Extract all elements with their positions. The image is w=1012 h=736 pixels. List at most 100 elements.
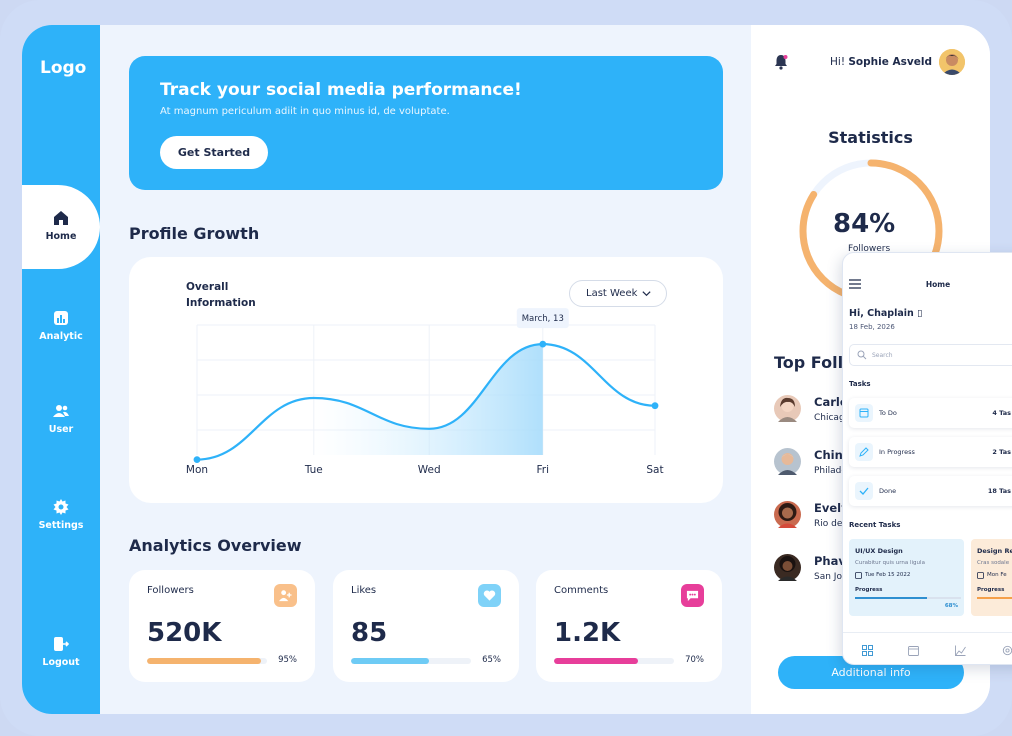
follower-location: Rio de — [814, 519, 843, 529]
recent-task-progress-track — [855, 597, 961, 599]
user-icon — [53, 405, 69, 417]
data-point-fri[interactable] — [539, 340, 547, 348]
gear-icon[interactable] — [1002, 645, 1012, 656]
top-followers-title: Top Follo — [774, 353, 855, 372]
search-placeholder: Search — [872, 351, 893, 359]
recent-task-subtitle: Cras sodale — [977, 560, 1010, 566]
task-row-in-progress[interactable]: In Progress 2 Tas — [849, 437, 1012, 467]
user-name: Sophie Asveld — [848, 56, 932, 68]
follower-name: Evely — [814, 501, 849, 515]
active-nav-indicator — [22, 185, 100, 269]
stat-value: 520K — [147, 618, 222, 648]
recent-task-title: Design Re — [977, 547, 1012, 555]
calendar-icon[interactable] — [908, 645, 919, 656]
sidebar-item-label: Analytic — [39, 331, 83, 342]
x-tick-label: Tue — [304, 464, 323, 476]
grid-icon[interactable] — [862, 645, 873, 656]
task-count: 18 Tas — [987, 487, 1011, 495]
chart-tooltip: March, 13 — [516, 308, 569, 329]
svg-text:March, 13: March, 13 — [522, 314, 564, 324]
avatar[interactable] — [939, 49, 965, 75]
ring-label: Followers — [848, 244, 891, 254]
recent-task-progress-fill — [977, 597, 1012, 599]
heart-icon — [478, 584, 501, 607]
ring-value: 84% — [833, 209, 896, 239]
chart-icon[interactable] — [955, 645, 966, 656]
highlight-area — [313, 344, 543, 455]
task-label: Done — [879, 487, 897, 495]
task-count: 2 Tas — [992, 448, 1011, 456]
task-count: 4 Tas — [992, 409, 1011, 417]
calendar-icon — [855, 572, 862, 579]
period-dropdown[interactable]: Last Week — [569, 280, 667, 307]
stat-value: 85 — [351, 618, 388, 648]
stat-progress-fill — [147, 658, 261, 664]
sidebar-item-logout[interactable]: Logout — [22, 636, 100, 668]
stat-percent: 70% — [685, 655, 704, 665]
analytics-overview-title: Analytics Overview — [129, 536, 302, 555]
sidebar-item-analytic[interactable]: Analytic — [22, 310, 100, 342]
mobile-header-title: Home — [925, 280, 951, 289]
get-started-button[interactable]: Get Started — [160, 136, 268, 169]
tasks-title: Tasks — [849, 380, 871, 388]
menu-icon[interactable] — [849, 279, 861, 289]
recent-task-progress-fill — [855, 597, 928, 599]
sidebar-item-settings[interactable]: Settings — [22, 499, 100, 531]
data-point-sat[interactable] — [651, 402, 659, 410]
followers-card: Followers 520K 95% — [129, 570, 315, 682]
recent-task-progress-label: Progress — [977, 587, 1005, 593]
follower-name: Carlo — [814, 395, 848, 409]
recent-task-title: UI/UX Design — [855, 547, 903, 555]
stat-percent: 95% — [278, 655, 297, 665]
logo: Logo — [40, 58, 87, 78]
x-tick-label: Mon — [186, 464, 208, 476]
hero-title: Track your social media performance! — [160, 80, 522, 100]
sidebar-item-label: Logout — [42, 657, 80, 668]
calendar-icon — [977, 572, 984, 579]
sidebar-item-label: Home — [45, 231, 77, 242]
user-greeting: Hi! Sophie Asveld — [830, 56, 932, 68]
sidebar-item-label: Settings — [38, 520, 84, 531]
list-item[interactable]: Phav San Jo — [774, 552, 990, 588]
task-row-todo[interactable]: To Do 4 Tas — [849, 398, 1012, 428]
stat-progress-fill — [554, 658, 638, 664]
follower-location: San Jo — [814, 572, 842, 582]
list-item[interactable]: Evely Rio de — [774, 499, 990, 535]
task-row-done[interactable]: Done 18 Tas — [849, 476, 1012, 506]
x-tick-label: Sat — [646, 464, 663, 476]
list-item[interactable]: Chin Philade — [774, 446, 990, 482]
analytics-icon — [54, 311, 68, 325]
recent-task-card[interactable]: UI/UX Design Curabitur quis urna ligula … — [849, 539, 964, 616]
sidebar-item-label: User — [48, 424, 74, 435]
statistics-title: Statistics — [828, 128, 913, 147]
follower-name: Chin — [814, 448, 843, 462]
data-point-mon[interactable] — [193, 456, 201, 463]
period-dropdown-value: Last Week — [586, 288, 638, 299]
bell-icon[interactable] — [774, 54, 788, 70]
user-plus-icon — [274, 584, 297, 607]
recent-task-date: Tue Feb 15 2022 — [865, 572, 911, 578]
mobile-tab-bar — [843, 632, 1012, 664]
avatar — [774, 448, 801, 475]
chat-icon — [681, 584, 704, 607]
sidebar-item-home[interactable]: Home — [22, 210, 100, 242]
hero-banner: Track your social media performance! At … — [129, 56, 723, 190]
task-label: To Do — [879, 409, 897, 417]
check-icon — [855, 482, 873, 500]
mobile-greeting: Hi, Chaplain ▯ — [849, 308, 923, 319]
x-tick-label: Wed — [418, 464, 441, 476]
recent-task-card[interactable]: Design Re Cras sodale Mon Fe Progress — [971, 539, 1012, 616]
comments-card: Comments 1.2K 70% — [536, 570, 722, 682]
follower-location: Chicag — [814, 413, 845, 423]
pencil-icon — [855, 443, 873, 461]
sidebar-item-user[interactable]: User — [22, 403, 100, 435]
stat-progress-track — [147, 658, 267, 664]
follower-location: Philade — [814, 466, 847, 476]
growth-series-line — [196, 342, 656, 461]
avatar — [774, 501, 801, 528]
avatar — [774, 554, 801, 581]
search-input[interactable]: Search — [849, 344, 1012, 366]
list-item[interactable]: Carlo Chicag — [774, 393, 990, 429]
recent-task-subtitle: Curabitur quis urna ligula — [855, 560, 925, 566]
stat-progress-fill — [351, 658, 429, 664]
